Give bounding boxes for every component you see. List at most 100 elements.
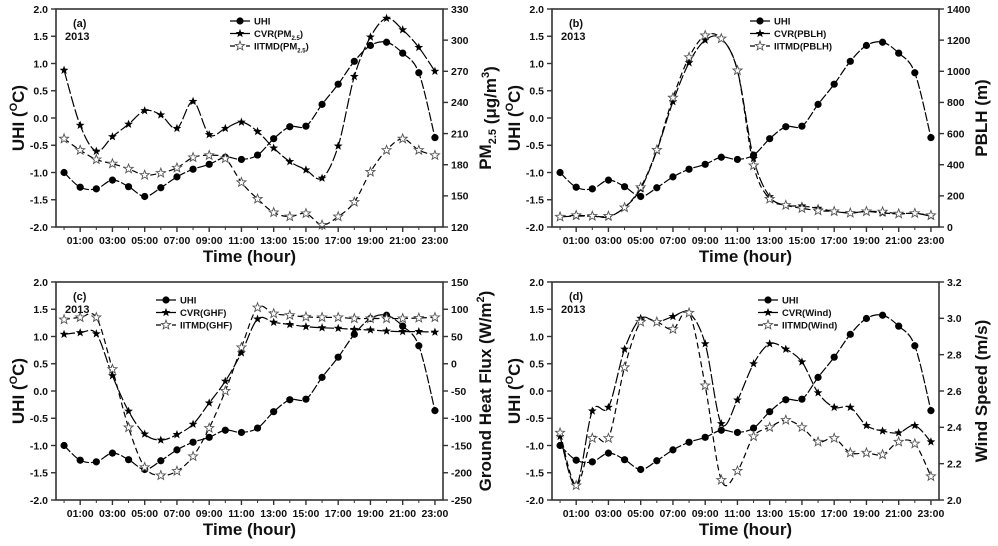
x-tick-label: 05:00 <box>131 508 158 520</box>
data-point-open-star <box>554 426 566 438</box>
data-point-open-star <box>413 311 425 323</box>
x-tick-label: 17:00 <box>821 508 848 520</box>
x-tick-label: 15:00 <box>293 508 320 520</box>
data-point-filled-star <box>269 317 279 327</box>
data-point-open-star <box>171 161 183 173</box>
data-point-filled-circle <box>431 407 439 415</box>
legend-label: CVR(GHF) <box>180 308 226 319</box>
data-point-filled-circle <box>189 165 197 173</box>
data-point-open-star <box>602 210 615 222</box>
y2-tick-label: -250 <box>451 495 472 507</box>
data-point-filled-star <box>668 311 678 321</box>
year-label: 2013 <box>65 304 89 316</box>
x-tick-label: 07:00 <box>164 508 191 520</box>
data-point-open-star <box>74 311 86 323</box>
data-point-open-star <box>348 196 361 208</box>
data-point-filled-star <box>781 344 791 353</box>
data-point-open-star <box>364 165 377 177</box>
y-tick-label: -1.5 <box>526 468 544 480</box>
x-axis-title: Time (hour) <box>699 520 792 539</box>
y-tick-label: -0.5 <box>30 413 48 425</box>
x-tick-label: 05:00 <box>627 235 654 247</box>
series-line <box>560 32 932 218</box>
x-axis-title: Time (hour) <box>203 520 296 539</box>
data-point-open-star <box>90 153 103 165</box>
data-point-filled-circle <box>189 438 197 446</box>
data-point-open-star <box>570 479 582 491</box>
data-point-filled-circle <box>92 185 100 193</box>
data-point-filled-circle <box>717 426 725 434</box>
y-tick-label: -2.0 <box>526 222 544 234</box>
legend-marker-open-star <box>762 318 774 330</box>
x-tick-label: 07:00 <box>660 235 687 247</box>
panel-b: 2.0 1.5 1.0 0.5 0.0 -0.5 -1.0 -1.5 -2.0 1400 1200 1… <box>504 4 991 266</box>
legend-label: IITMD(PBLH) <box>774 42 832 53</box>
data-point-filled-star <box>188 96 198 106</box>
y2-tick-label: 400 <box>947 160 965 172</box>
data-point-open-star <box>796 202 808 214</box>
legend-marker-filled-star <box>755 28 765 38</box>
legend-label: UHI <box>180 296 196 307</box>
y2-tick-label: 150 <box>451 191 469 203</box>
data-point-filled-star <box>604 402 613 412</box>
data-point-filled-circle <box>911 69 919 77</box>
data-point-open-star <box>860 446 873 458</box>
data-point-open-star <box>747 159 760 171</box>
panel-label: (d) <box>569 291 583 303</box>
data-point-open-star <box>683 306 695 318</box>
data-point-filled-star <box>220 376 230 385</box>
data-point-filled-circle <box>205 433 213 441</box>
data-point-open-star <box>396 132 409 144</box>
data-point-filled-circle <box>173 173 181 181</box>
data-point-open-star <box>106 363 119 375</box>
data-point-filled-star <box>700 35 710 44</box>
data-point-open-star <box>203 149 215 161</box>
data-point-filled-star <box>156 110 166 119</box>
y2-tick-label: 120 <box>451 222 469 234</box>
series-filled-circle <box>556 38 935 201</box>
x-tick-label: 11:00 <box>724 235 750 247</box>
data-point-filled-circle <box>637 465 645 474</box>
data-point-open-star <box>699 379 711 391</box>
y2-tick-label: 800 <box>947 97 965 109</box>
data-point-filled-circle <box>927 134 935 142</box>
data-point-filled-star <box>172 430 182 439</box>
series-filled-star <box>59 13 440 182</box>
legend-marker-filled-circle <box>236 17 244 25</box>
data-point-filled-star <box>220 123 230 133</box>
x-tick-label: 05:00 <box>627 508 654 520</box>
legend-marker-filled-star <box>161 307 171 317</box>
y-tick-label: 0.0 <box>33 386 48 398</box>
data-point-filled-circle <box>350 330 358 338</box>
y-tick-label: -2.0 <box>30 222 48 234</box>
data-point-filled-circle <box>60 441 68 450</box>
data-point-filled-star <box>59 329 69 339</box>
data-point-filled-star <box>668 97 678 106</box>
data-point-open-star <box>828 432 840 444</box>
y-tick-label: 2.0 <box>33 4 48 16</box>
data-point-filled-star <box>91 146 101 155</box>
series-line <box>559 314 932 471</box>
series-line <box>560 35 932 218</box>
data-point-filled-circle <box>846 330 854 338</box>
y-tick-label: -0.5 <box>526 140 544 152</box>
data-point-filled-circle <box>895 49 903 57</box>
data-point-open-star <box>780 199 792 211</box>
data-point-filled-circle <box>814 373 822 381</box>
data-point-open-star <box>828 205 840 217</box>
data-point-open-star <box>554 210 566 222</box>
y2-tick-label: 1200 <box>947 35 971 47</box>
data-point-open-star <box>780 413 792 425</box>
x-tick-label: 05:00 <box>131 235 158 247</box>
x-tick-label: 01:00 <box>563 235 590 247</box>
data-point-filled-star <box>349 71 359 81</box>
x-tick-label: 19:00 <box>357 508 384 520</box>
x-tick-label: 11:00 <box>724 508 750 520</box>
data-point-filled-circle <box>415 69 423 77</box>
series-filled-circle <box>556 311 935 474</box>
data-point-open-star <box>187 450 199 462</box>
data-point-open-star <box>634 315 647 327</box>
x-tick-label: 21:00 <box>885 235 912 247</box>
data-point-filled-circle <box>798 395 806 403</box>
data-point-filled-star <box>59 65 69 74</box>
